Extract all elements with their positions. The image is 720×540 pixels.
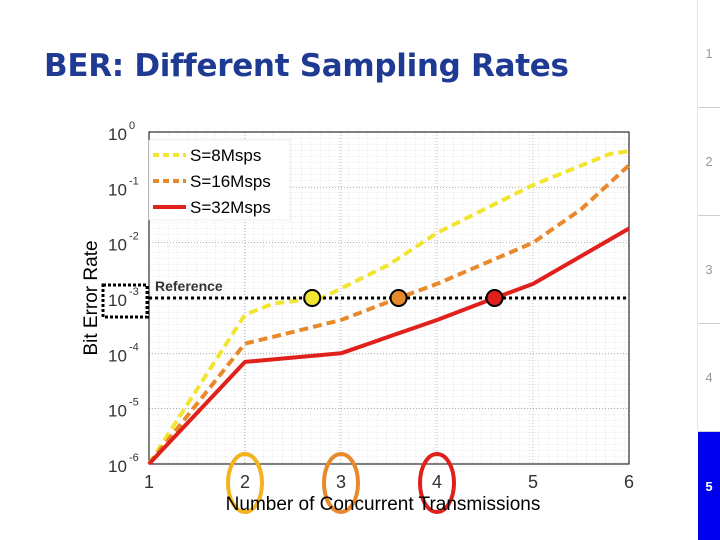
y-tick-exponent: -4 <box>129 341 139 353</box>
slide-tab-1[interactable]: 1 <box>698 0 720 108</box>
slide-tab-3[interactable]: 3 <box>698 216 720 324</box>
circled-tick-3 <box>322 452 360 514</box>
reference-tick-box <box>101 283 149 319</box>
circled-tick-4 <box>418 452 456 514</box>
side-divider <box>697 0 698 430</box>
circled-ticks <box>226 452 456 514</box>
y-tick-exponent: 0 <box>129 120 135 132</box>
threshold-marker-1 <box>303 289 322 307</box>
slide-tab-2[interactable]: 2 <box>698 108 720 216</box>
legend-label-3: S=32Msps <box>190 198 271 217</box>
x-tick-labels: 1 2 3 4 5 6 <box>144 472 634 492</box>
legend: S=8Msps S=16Msps S=32Msps <box>148 139 291 221</box>
circled-tick-2 <box>226 452 264 514</box>
marker-layer <box>303 289 504 307</box>
y-tick-label: 10 <box>108 125 127 144</box>
y-tick-label: 10 <box>108 402 127 421</box>
y-tick-exponent: -6 <box>129 452 139 464</box>
x-tick-label: 2 <box>240 472 250 492</box>
x-tick-label: 6 <box>624 472 634 492</box>
y-tick-label: 10 <box>108 236 127 255</box>
y-tick-label: 10 <box>108 346 127 365</box>
threshold-marker-2 <box>389 289 408 307</box>
y-tick-exponent: -2 <box>129 231 139 243</box>
slide-tab-4[interactable]: 4 <box>698 324 720 432</box>
legend-label-1: S=8Msps <box>190 146 261 165</box>
x-tick-label: 3 <box>336 472 346 492</box>
y-axis-label: Bit Error Rate <box>81 240 102 355</box>
y-tick-exponent: -3 <box>129 286 139 298</box>
y-tick-label: 10 <box>108 180 127 199</box>
y-tick-label: 10 <box>108 291 127 310</box>
x-axis-label: Number of Concurrent Transmissions <box>226 494 541 515</box>
slide-tab-5[interactable]: 5 <box>698 432 720 540</box>
x-tick-label: 1 <box>144 472 154 492</box>
y-tick-exponent: -1 <box>129 175 139 187</box>
series-line-1 <box>147 149 630 466</box>
legend-label-2: S=16Msps <box>190 172 271 191</box>
x-tick-label: 4 <box>432 472 442 492</box>
x-tick-label: 5 <box>528 472 538 492</box>
threshold-marker-3 <box>485 289 504 307</box>
reference-layer: Reference <box>149 278 629 300</box>
y-tick-label: 10 <box>108 457 127 476</box>
y-tick-exponent: -5 <box>129 397 139 409</box>
series-line-3 <box>147 226 630 466</box>
reference-label: Reference <box>155 278 223 294</box>
slide-title: BER: Different Sampling Rates <box>44 48 569 84</box>
